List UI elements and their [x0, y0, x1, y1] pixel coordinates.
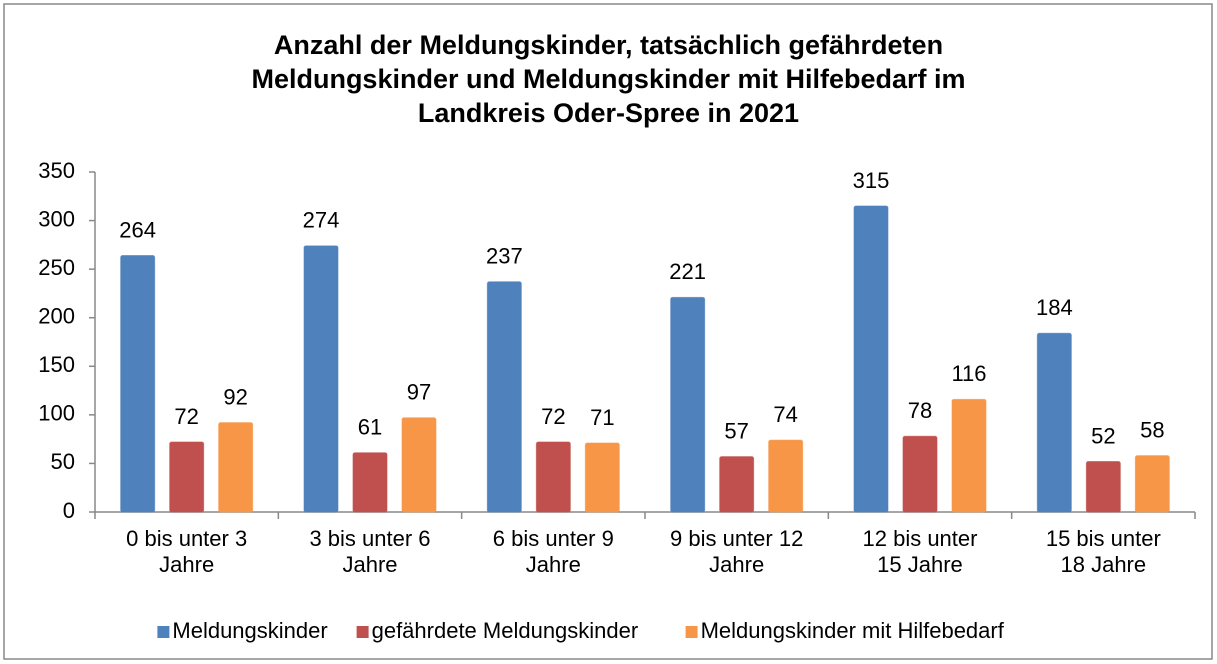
bar: [951, 398, 987, 513]
data-label: 315: [853, 168, 890, 193]
bar: [768, 439, 804, 513]
data-label: 61: [358, 415, 382, 440]
y-tick-label: 50: [51, 449, 75, 474]
legend-label: Meldungskinder mit Hilfebedarf: [701, 618, 1005, 643]
bar: [1036, 332, 1072, 513]
y-tick-label: 0: [63, 498, 75, 523]
bar: [486, 281, 522, 513]
x-tick-label: 9 bis unter 12 Jahre: [670, 526, 804, 577]
y-tick-label: 200: [38, 304, 75, 329]
x-tick-label: 0 bis unter 3 Jahre: [126, 526, 248, 577]
legend-swatch: [685, 626, 698, 638]
y-tick-label: 300: [38, 206, 75, 231]
bar: [853, 205, 889, 513]
bar: [352, 452, 388, 513]
data-label: 71: [590, 405, 614, 430]
bar: [719, 456, 755, 513]
legend-label: gefährdete Meldungskinder: [372, 618, 639, 643]
y-tick-label: 350: [38, 158, 75, 183]
bar: [1085, 460, 1121, 513]
legend-swatch: [157, 626, 170, 638]
data-label: 97: [407, 380, 431, 405]
data-label: 72: [541, 404, 565, 429]
data-label: 92: [223, 384, 247, 409]
data-label: 184: [1036, 295, 1073, 320]
bar: [303, 245, 339, 513]
chart-border: [3, 3, 1213, 660]
bar: [902, 435, 938, 513]
data-label: 72: [174, 404, 198, 429]
x-tick-label: 12 bis unter 15 Jahre: [862, 526, 978, 577]
data-label: 52: [1091, 423, 1115, 448]
data-label: 57: [724, 418, 748, 443]
data-label: 264: [119, 217, 156, 242]
bar: [670, 296, 706, 513]
legend-swatch: [356, 626, 369, 638]
bar: [218, 422, 254, 513]
x-tick-label: 3 bis unter 6 Jahre: [309, 526, 431, 577]
y-tick-label: 250: [38, 255, 75, 280]
y-tick-label: 150: [38, 352, 75, 377]
data-label: 58: [1140, 417, 1164, 442]
data-label: 78: [908, 398, 932, 423]
x-tick-label: 6 bis unter 9 Jahre: [492, 526, 614, 577]
data-label: 221: [669, 259, 706, 284]
data-label: 116: [951, 361, 986, 386]
legend-label: Meldungskinder: [172, 618, 327, 643]
bar: [584, 442, 620, 513]
bar: [169, 441, 205, 513]
chart-title: Anzahl der Meldungskinder, tatsächlich g…: [251, 30, 966, 128]
data-label: 74: [773, 402, 797, 427]
bar: [120, 255, 156, 513]
bar: [1134, 455, 1170, 513]
data-label: 237: [486, 244, 523, 269]
bar: [535, 441, 571, 513]
y-tick-label: 100: [38, 401, 75, 426]
data-label: 274: [303, 208, 340, 233]
bar: [401, 417, 437, 513]
x-tick-label: 15 bis unter 18 Jahre: [1045, 526, 1161, 577]
